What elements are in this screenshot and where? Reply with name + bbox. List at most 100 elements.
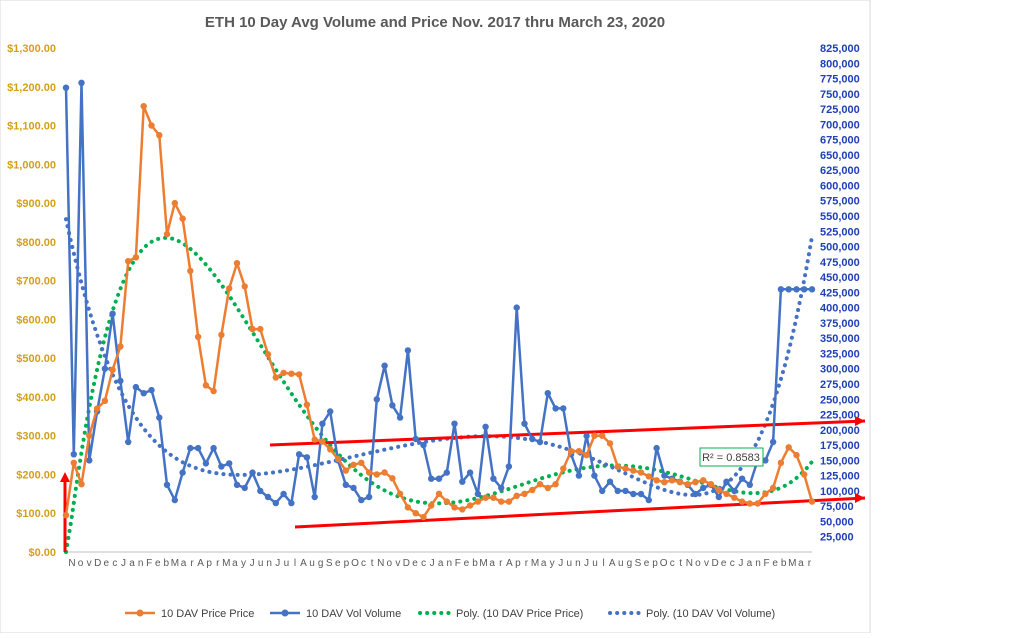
price-point: [746, 500, 753, 507]
volume-point: [777, 286, 785, 293]
x-tick-label: J: [430, 558, 435, 569]
price-point: [171, 199, 178, 207]
volume-point: [420, 441, 427, 449]
x-tick-label: J: [275, 558, 280, 569]
volume-point: [280, 490, 287, 498]
x-tick-label: a: [232, 558, 238, 569]
volume-point: [474, 490, 482, 498]
price-point: [412, 510, 419, 517]
volume-point: [389, 402, 396, 409]
volume-point: [443, 469, 450, 476]
volume-point: [187, 444, 194, 452]
price-point: [793, 451, 800, 459]
x-tick-label: c: [361, 558, 366, 569]
y-right-tick-label: 450,000: [820, 272, 860, 284]
y-right-tick-label: 825,000: [820, 43, 860, 55]
volume-point: [513, 304, 520, 311]
price-point: [420, 513, 427, 521]
volume-point: [482, 423, 489, 430]
price-point: [288, 370, 295, 377]
price-point: [459, 506, 466, 513]
trend-lines: [64, 217, 814, 554]
price-point: [272, 374, 279, 381]
y-right-tick-label: 750,000: [820, 89, 860, 101]
volume-point: [327, 408, 334, 415]
price-point: [350, 461, 357, 468]
volume-point: [202, 460, 210, 467]
price-point: [637, 469, 645, 476]
x-tick-label: e: [721, 558, 727, 569]
volume-point: [591, 472, 598, 479]
volume-point: [801, 286, 808, 293]
price-point: [311, 436, 318, 443]
x-tick-label: a: [438, 558, 444, 569]
x-tick-label: e: [772, 558, 778, 569]
price-point: [474, 498, 482, 505]
volume-point: [319, 420, 326, 427]
price-point: [614, 463, 621, 470]
r-squared-annotation: R² = 0.8583: [699, 447, 764, 467]
x-tick-label: e: [412, 558, 418, 569]
x-tick-label: n: [266, 558, 272, 569]
y-right-tick-label: 500,000: [820, 242, 860, 254]
price-point: [567, 448, 575, 455]
price-point: [396, 490, 404, 497]
price-point: [777, 459, 785, 466]
volume-point: [622, 487, 629, 495]
price-point: [210, 387, 217, 395]
x-tick-label: r: [216, 558, 220, 569]
y-right-tick-label: 625,000: [820, 165, 860, 177]
x-tick-label: A: [300, 558, 307, 569]
volume-point: [194, 444, 202, 452]
price-point: [521, 490, 528, 497]
x-tick-label: S: [326, 558, 333, 569]
price-point: [536, 481, 544, 488]
price-point: [645, 473, 652, 480]
y-right-tick-label: 575,000: [820, 196, 860, 208]
volume-point: [599, 487, 606, 495]
x-tick-label: u: [618, 558, 624, 569]
volume-point: [692, 490, 699, 498]
x-tick-label: b: [472, 558, 478, 569]
price-point: [327, 446, 334, 453]
volume-point: [86, 457, 93, 464]
volume-point: [233, 481, 241, 488]
y-right-tick-label: 400,000: [820, 303, 860, 315]
volume-point: [311, 493, 318, 501]
price-point: [295, 371, 303, 378]
price-point: [808, 498, 816, 505]
legend-label: 10 DAV Vol Volume: [306, 608, 401, 620]
x-tick-label: O: [351, 558, 359, 569]
price-point: [428, 502, 435, 509]
price-point: [583, 451, 590, 459]
volume-point: [529, 435, 536, 443]
x-tick-label: J: [250, 558, 255, 569]
x-tick-label: J: [558, 558, 563, 569]
price-point: [404, 504, 412, 511]
x-tick-label: u: [309, 558, 315, 569]
price-point: [93, 405, 101, 412]
price-point: [731, 494, 738, 501]
x-tick-label: u: [284, 558, 290, 569]
price-point: [498, 498, 505, 505]
legend-label: Poly. (10 DAV Price Price): [456, 608, 583, 620]
y-right-tick-label: 475,000: [820, 257, 860, 269]
x-tick-label: F: [455, 558, 461, 569]
y-right-tick-label: 350,000: [820, 333, 860, 345]
volume-point: [62, 84, 70, 91]
x-tick-label: M: [479, 558, 487, 569]
volume-point: [575, 472, 583, 479]
price-point: [700, 477, 707, 484]
price-point: [754, 500, 761, 507]
price-point: [738, 498, 746, 505]
volume-point: [303, 454, 311, 461]
x-tick-label: u: [258, 558, 264, 569]
price-point: [482, 494, 489, 501]
price-point: [715, 486, 722, 494]
y-left-tick-label: $200.00: [16, 469, 56, 481]
price-point: [769, 484, 777, 492]
y-right-tick-label: 300,000: [820, 364, 860, 376]
volume-point: [396, 414, 404, 421]
x-tick-label: u: [592, 558, 598, 569]
volume-point: [272, 499, 279, 507]
